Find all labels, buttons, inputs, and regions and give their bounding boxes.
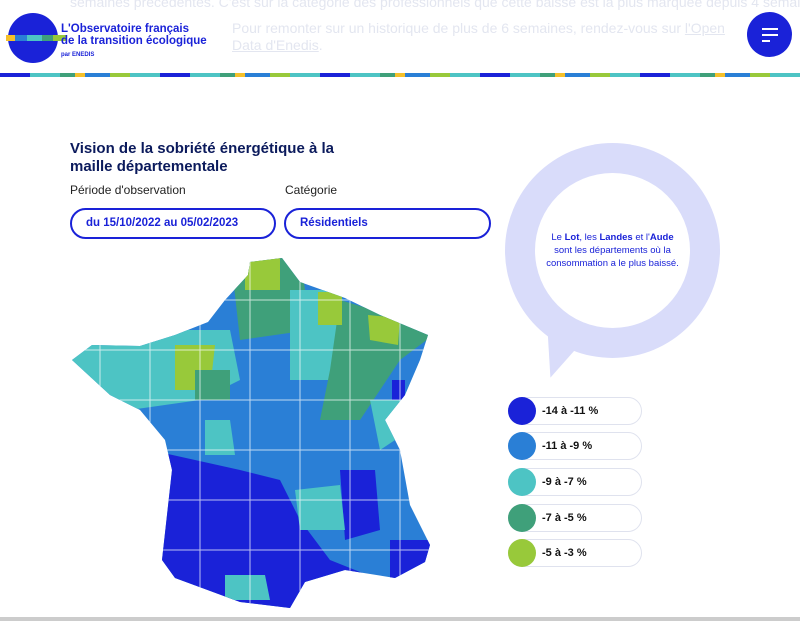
map-region[interactable] bbox=[225, 575, 270, 600]
legend-item[interactable]: -5 à -3 % bbox=[508, 539, 642, 567]
logo-icon[interactable] bbox=[6, 13, 66, 63]
callout-text: Le Lot, les Landes et l'Aude sont les dé… bbox=[535, 173, 690, 328]
map-region[interactable] bbox=[340, 470, 380, 540]
category-select[interactable]: Résidentiels bbox=[284, 208, 491, 239]
map-region[interactable] bbox=[392, 380, 405, 400]
brand-line: de la transition écologique bbox=[61, 35, 207, 47]
brand-line: L'Observatoire français bbox=[61, 23, 190, 35]
map-region[interactable] bbox=[205, 420, 235, 455]
background-paragraph: semaines précédentes. C'est sur la catég… bbox=[70, 0, 800, 10]
legend-item[interactable]: -11 à -9 % bbox=[508, 432, 642, 460]
map-region[interactable] bbox=[195, 370, 230, 400]
text: Pour remonter sur un historique de plus … bbox=[232, 20, 685, 36]
brand-by: par ENEDIS bbox=[61, 52, 95, 58]
open-data-link[interactable]: l'Open Data d'Enedis bbox=[232, 20, 725, 53]
legend-swatch bbox=[508, 504, 536, 532]
color-band bbox=[0, 73, 800, 77]
text: . bbox=[318, 37, 323, 53]
background-paragraph: Pour remonter sur un historique de plus … bbox=[232, 20, 737, 54]
legend-label: -14 à -11 % bbox=[542, 405, 599, 417]
brand[interactable]: L'Observatoire français de la transition … bbox=[61, 23, 207, 61]
legend-label: -9 à -7 % bbox=[542, 476, 587, 488]
legend-swatch bbox=[508, 432, 536, 460]
section-title: Vision de la sobriété énergétique à la m… bbox=[70, 140, 334, 175]
legend-swatch bbox=[508, 539, 536, 567]
map-region[interactable] bbox=[390, 540, 440, 580]
legend-swatch bbox=[508, 397, 536, 425]
horizontal-scrollbar[interactable] bbox=[0, 617, 800, 621]
legend-item[interactable]: -9 à -7 % bbox=[508, 468, 642, 496]
period-label: Période d'observation bbox=[70, 183, 186, 197]
map-region[interactable] bbox=[295, 485, 345, 530]
map-region[interactable] bbox=[318, 292, 342, 325]
category-label: Catégorie bbox=[285, 183, 338, 197]
legend-swatch bbox=[508, 468, 536, 496]
legend-item[interactable]: -14 à -11 % bbox=[508, 397, 642, 425]
period-select[interactable]: du 15/10/2022 au 05/02/2023 bbox=[70, 208, 276, 239]
map-region[interactable] bbox=[368, 315, 400, 345]
legend-item[interactable]: -7 à -5 % bbox=[508, 504, 642, 532]
legend-label: -11 à -9 % bbox=[542, 440, 593, 452]
legend-label: -5 à -3 % bbox=[542, 547, 587, 559]
menu-button[interactable] bbox=[747, 12, 792, 57]
legend-label: -7 à -5 % bbox=[542, 512, 587, 524]
